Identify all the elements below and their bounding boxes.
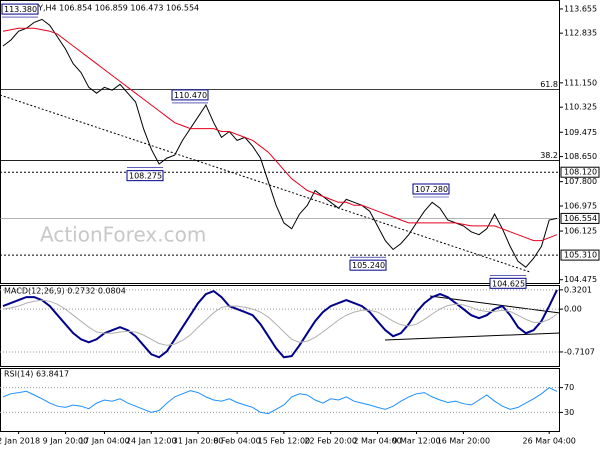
annotation-box [489,277,527,289]
annotation-box [1,3,39,15]
y-tick-label: 0.00 [564,305,582,314]
x-tick-label: 15 Feb 12:00 [258,437,310,446]
annotation-label: 107.280 [415,185,448,194]
macd-trendline [384,332,561,341]
annotation-box [126,170,164,182]
x-tick-label: 26 Mar 04:00 [522,437,575,446]
y-tick-label: 30 [564,408,574,417]
x-tick-label: 9 Jan 20:00 [43,437,89,446]
y-tick-label: 110.325 [564,103,597,112]
rsi-panel [0,368,560,432]
rsi-title: RSI(14) 63.8417 [4,370,69,379]
x-tick-label: 9 Mar 12:00 [392,437,440,446]
y-tick-label: 106.125 [564,227,597,236]
fib-label: 38.2 [540,151,558,160]
level-label: 105.310 [564,251,597,260]
annotation-label: 105.240 [352,261,385,270]
annotation-box [171,89,209,101]
level-box [560,249,600,261]
x-tick-label: 31 Jan 20:00 [173,437,224,446]
annotation-box [412,183,450,195]
annotation-box [349,259,387,271]
x-tick-label: 2 Jan 2018 [0,437,40,446]
chart-title: USDJPY,H4 106.854 106.859 106.473 106.55… [14,4,199,13]
macd-title: MACD(12,26,9) 0.2732 0.0804 [4,287,126,296]
annotation-label: 110.470 [174,91,207,100]
series-line [2,387,558,415]
price-panel [0,0,560,284]
watermark: ActionForex.com [40,223,206,247]
fib-label: 61.8 [540,80,558,89]
y-tick-label: 106.975 [564,201,597,210]
x-tick-label: 22 Feb 20:00 [304,437,356,446]
series-line [2,18,558,268]
y-tick-label: 70 [564,383,574,392]
y-tick-label: -0.7107 [564,347,595,356]
trendline [0,94,531,273]
annotation-label: 104.625 [492,279,525,288]
series-line [2,27,558,242]
y-tick-label: 108.650 [564,152,597,161]
annotation-label: 113.380 [4,5,37,14]
y-tick-label: 107.800 [564,177,597,186]
x-tick-label: 24 Jan 12:00 [126,437,177,446]
y-tick-label: 112.835 [564,29,597,38]
x-tick-label: 17 Jan 04:00 [79,437,130,446]
y-tick-label: 104.475 [564,275,597,284]
level-box [560,166,600,178]
level-label: 106.554 [564,214,597,223]
x-tick-label: 8 Feb 04:00 [213,437,260,446]
series-line [2,289,558,359]
series-line [2,299,558,346]
y-tick-label: 111.150 [564,78,597,87]
y-tick-label: 109.475 [564,128,597,137]
x-tick-label: 2 Mar 04:00 [353,437,401,446]
y-tick-label: 0.3201 [564,285,592,294]
y-tick-label: 113.655 [564,4,597,13]
level-label: 108.120 [564,168,597,177]
macd-panel [0,285,560,367]
annotation-label: 108.275 [129,172,162,181]
level-box [560,212,600,224]
x-tick-label: 16 Mar 20:00 [437,437,490,446]
